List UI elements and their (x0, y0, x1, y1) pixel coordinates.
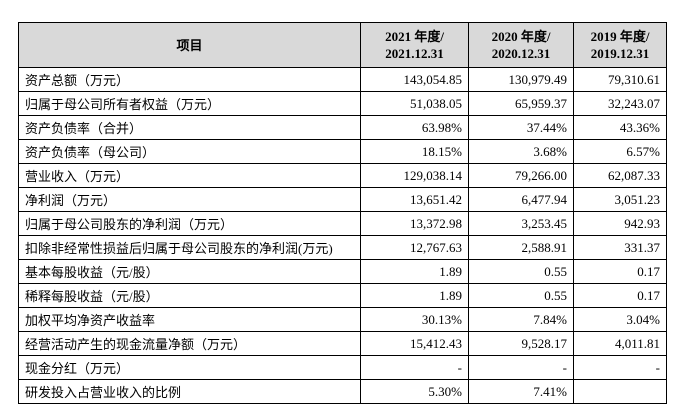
value-cell: 9,528.17 (468, 331, 574, 356)
table-row: 营业收入（万元） 129,038.14 79,266.00 62,087.33 (18, 163, 667, 188)
value-cell: 1.89 (360, 259, 469, 284)
table-row: 资产总额（万元） 143,054.85 130,979.49 79,310.61 (18, 67, 667, 92)
value-cell (573, 379, 667, 404)
row-label: 归属于母公司所有者权益（万元） (18, 91, 361, 116)
row-label: 归属于母公司股东的净利润（万元） (18, 211, 361, 236)
value-cell: 6.57% (573, 139, 667, 164)
value-cell: - (360, 355, 469, 380)
value-cell: 79,266.00 (468, 163, 574, 188)
value-cell: 4,011.81 (573, 331, 667, 356)
data-table: 项目 2021 年度/2021.12.31 2020 年度/2020.12.31 20… (18, 22, 667, 404)
value-cell: 0.55 (468, 283, 574, 308)
table-row: 稀释每股收益（元/股） 1.89 0.55 0.17 (18, 283, 667, 308)
header-line: 2020 年度/ (491, 29, 551, 44)
row-label: 资产负债率（母公司） (18, 139, 361, 164)
header-cell: 2020 年度/2020.12.31 (468, 22, 574, 68)
value-cell: 1.89 (360, 283, 469, 308)
row-label: 经营活动产生的现金流量净额（万元） (18, 331, 361, 356)
header-line: 2019.12.31 (590, 46, 650, 61)
value-cell: 0.17 (573, 259, 667, 284)
value-cell: 130,979.49 (468, 67, 574, 92)
value-cell: 37.44% (468, 115, 574, 140)
value-cell: - (468, 355, 574, 380)
value-cell: 942.93 (573, 211, 667, 236)
header-line: 2020.12.31 (491, 46, 551, 61)
value-cell: 43.36% (573, 115, 667, 140)
value-cell: 13,372.98 (360, 211, 469, 236)
value-cell: 143,054.85 (360, 67, 469, 92)
value-cell: 0.17 (573, 283, 667, 308)
value-cell: 3,253.45 (468, 211, 574, 236)
value-cell: 15,412.43 (360, 331, 469, 356)
table-row: 归属于母公司股东的净利润（万元） 13,372.98 3,253.45 942.93 (18, 211, 667, 236)
header-cell: 2019 年度/2019.12.31 (573, 22, 667, 68)
value-cell: 13,651.42 (360, 187, 469, 212)
table-row: 研发投入占营业收入的比例 5.30% 7.41% (18, 379, 667, 404)
header-line: 2021.12.31 (385, 46, 444, 61)
value-cell: 30.13% (360, 307, 469, 332)
value-cell: 79,310.61 (573, 67, 667, 92)
row-label: 扣除非经常性损益后归属于母公司股东的净利润(万元) (18, 235, 361, 260)
value-cell: 7.84% (468, 307, 574, 332)
header-line: 2021 年度/ (385, 29, 444, 44)
value-cell: 0.55 (468, 259, 574, 284)
row-label: 加权平均净资产收益率 (18, 307, 361, 332)
value-cell: 5.30% (360, 379, 469, 404)
table-row: 经营活动产生的现金流量净额（万元） 15,412.43 9,528.17 4,011.… (18, 331, 667, 356)
table-row: 基本每股收益（元/股） 1.89 0.55 0.17 (18, 259, 667, 284)
row-label: 现金分红（万元） (18, 355, 361, 380)
header-cell: 2021 年度/2021.12.31 (360, 22, 469, 68)
row-label: 研发投入占营业收入的比例 (18, 379, 361, 404)
table-row: 扣除非经常性损益后归属于母公司股东的净利润(万元) 12,767.63 2,588.… (18, 235, 667, 260)
value-cell: - (573, 355, 667, 380)
value-cell: 62,087.33 (573, 163, 667, 188)
row-label: 基本每股收益（元/股） (18, 259, 361, 284)
header-line: 2019 年度/ (590, 29, 650, 44)
table-row: 归属于母公司所有者权益（万元） 51,038.05 65,959.37 32,243.… (18, 91, 667, 116)
value-cell: 18.15% (360, 139, 469, 164)
table-row: 加权平均净资产收益率 30.13% 7.84% 3.04% (18, 307, 667, 332)
value-cell: 12,767.63 (360, 235, 469, 260)
value-cell: 6,477.94 (468, 187, 574, 212)
table-row: 净利润（万元） 13,651.42 6,477.94 3,051.23 (18, 187, 667, 212)
table-row: 资产负债率（合并） 63.98% 37.44% 43.36% (18, 115, 667, 140)
row-label: 资产总额（万元） (18, 67, 361, 92)
value-cell: 129,038.14 (360, 163, 469, 188)
row-label: 稀释每股收益（元/股） (18, 283, 361, 308)
row-label: 营业收入（万元） (18, 163, 361, 188)
table-row: 资产负债率（母公司） 18.15% 3.68% 6.57% (18, 139, 667, 164)
value-cell: 63.98% (360, 115, 469, 140)
value-cell: 65,959.37 (468, 91, 574, 116)
value-cell: 32,243.07 (573, 91, 667, 116)
value-cell: 3,051.23 (573, 187, 667, 212)
value-cell: 2,588.91 (468, 235, 574, 260)
value-cell: 51,038.05 (360, 91, 469, 116)
value-cell: 3.04% (573, 307, 667, 332)
header-row: 项目 2021 年度/2021.12.31 2020 年度/2020.12.31 20… (18, 22, 667, 68)
header-cell: 项目 (18, 22, 361, 68)
value-cell: 331.37 (573, 235, 667, 260)
value-cell: 7.41% (468, 379, 574, 404)
value-cell: 3.68% (468, 139, 574, 164)
row-label: 净利润（万元） (18, 187, 361, 212)
row-label: 资产负债率（合并） (18, 115, 361, 140)
table-body: 资产总额（万元） 143,054.85 130,979.49 79,310.61 归属于… (18, 67, 667, 404)
table-row: 现金分红（万元） - - - (18, 355, 667, 380)
